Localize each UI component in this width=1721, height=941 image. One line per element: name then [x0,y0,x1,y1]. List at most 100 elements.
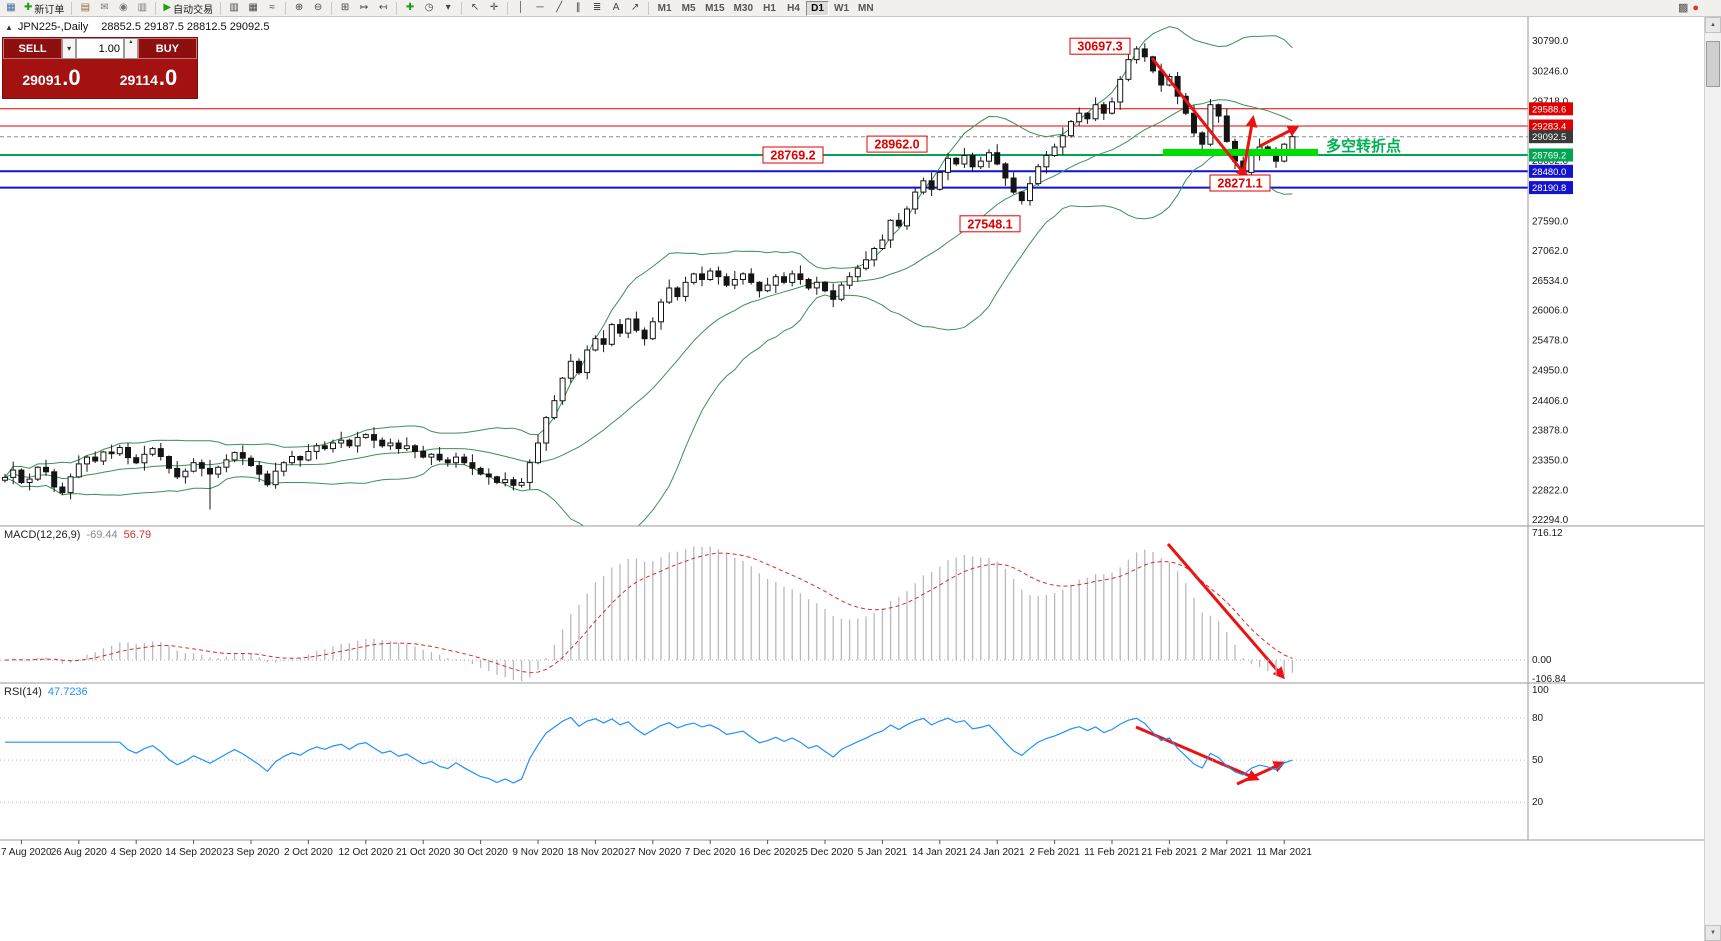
templates-icon[interactable]: ▾ [439,1,457,16]
timeframe-w1[interactable]: W1 [834,2,849,14]
volume-input[interactable] [76,38,124,59]
scroll-thumb[interactable] [1706,41,1720,87]
arrows-icon[interactable]: ↗ [626,1,644,16]
buy-button[interactable]: BUY [137,38,197,59]
new-order-button-label: 新订单 [34,4,65,16]
trend-arrow-0[interactable] [1150,57,1248,179]
candlestick-chart-icon[interactable]: ▦ [244,1,262,16]
templates-icon: ▾ [445,2,451,13]
vertical-scrollbar[interactable]: ▲ ▼ [1704,17,1721,941]
sell-button[interactable]: SELL [3,38,63,59]
volume-dropdown-icon[interactable]: ▾ [62,38,76,59]
indicators-icon: ✚ [405,2,415,13]
timeframe-h1[interactable]: H1 [763,2,776,14]
fibonacci-icon[interactable]: ≣ [588,1,606,16]
svg-text:27062.0: 27062.0 [1532,246,1569,257]
svg-text:30790.0: 30790.0 [1532,36,1569,47]
chart-shift-icon: ↤ [378,2,388,13]
crosshair-icon: ✛ [489,2,499,13]
channel-icon[interactable]: ∥ [569,1,587,16]
zoom-in-icon[interactable]: ⊕ [290,1,308,16]
svg-text:0.00: 0.00 [1532,655,1552,666]
timeframe-mn[interactable]: MN [858,2,874,14]
price-label-28962.0[interactable]: 28962.0 [866,135,928,153]
chart-text-annotation[interactable]: 多空转折点 [1326,137,1401,155]
cursor-icon[interactable]: ↖ [466,1,484,16]
svg-text:2 Mar 2021: 2 Mar 2021 [1202,847,1253,858]
vertical-line-icon[interactable]: │ [512,1,530,16]
volume-stepper[interactable]: ▴ [124,38,138,59]
bollinger-middle-band [4,99,1293,480]
buy-price[interactable]: 29114.0 [119,65,178,90]
volume-up-icon[interactable]: ▴ [129,39,133,45]
horizontal-line-icon: ─ [536,2,544,13]
scroll-up-arrow[interactable]: ▲ [1705,17,1721,33]
svg-text:26 Aug 2020: 26 Aug 2020 [51,847,108,858]
vertical-line-icon: │ [517,2,525,13]
price-label-28769.2[interactable]: 28769.2 [762,146,824,164]
autotrade-icon: ▶ [163,2,172,13]
volume-down-icon[interactable] [125,49,137,59]
macd-indicator-label: MACD(12,26,9) -69.44 56.79 [4,529,152,541]
price-label-30697.3[interactable]: 30697.3 [1069,37,1131,55]
macd-arrow-0[interactable] [1166,543,1285,680]
profiles-icon[interactable]: ▤ [76,1,94,16]
price-tag-28190.8: 28190.8 [1529,181,1573,195]
record-icon[interactable]: ● [1692,2,1699,14]
svg-text:11 Mar 2021: 11 Mar 2021 [1256,847,1312,858]
svg-text:24406.0: 24406.0 [1532,396,1569,407]
price-label-27548.1[interactable]: 27548.1 [959,215,1021,233]
svg-text:25478.0: 25478.0 [1532,336,1569,347]
svg-text:100: 100 [1532,685,1549,696]
trend-arrow-1[interactable] [1240,115,1258,181]
timeframe-h4[interactable]: H4 [787,2,800,14]
sell-price[interactable]: 29091.0 [22,65,81,90]
scroll-down-arrow[interactable]: ▼ [1705,925,1721,941]
autotrade-button[interactable]: ▶ 自动交易 [160,1,216,16]
svg-text:26534.0: 26534.0 [1532,276,1569,287]
horizontal-line-icon[interactable]: ─ [531,1,549,16]
rsi-arrow-0[interactable] [1135,725,1260,781]
chart-window-icon[interactable]: ▦ [2,1,20,16]
chart-shift-icon[interactable]: ↤ [374,1,392,16]
svg-text:22294.0: 22294.0 [1532,515,1569,526]
crosshair-icon[interactable]: ✛ [485,1,503,16]
svg-text:29092.5: 29092.5 [1532,132,1566,143]
terminal-icon[interactable]: ▥ [133,1,151,16]
price-label-28271.1[interactable]: 28271.1 [1209,174,1271,192]
svg-text:21 Feb 2021: 21 Feb 2021 [1141,847,1198,858]
line-chart-icon[interactable]: ≈ [263,1,281,16]
chart-window-title: ▲ JPN225-,Daily 28852.5 29187.5 28812.5 … [5,21,269,33]
trend-arrow-2[interactable] [1259,125,1300,148]
svg-text:29718.0: 29718.0 [1532,97,1569,108]
bar-chart-icon[interactable]: ▥ [225,1,243,16]
tile-windows-icon[interactable]: ⊞ [336,1,354,16]
text-icon: A [612,2,620,13]
mail-icon[interactable]: ✉ [95,1,113,16]
timeframe-m1[interactable]: M1 [657,2,672,14]
timeframe-d1[interactable]: D1 [806,0,829,16]
toolbar-separator [648,1,650,15]
auto-scroll-icon[interactable]: ↦ [355,1,373,16]
new-order-button[interactable]: ✚ 新订单 [21,1,67,16]
svg-text:21 Oct 2020: 21 Oct 2020 [396,847,451,858]
trendline-icon[interactable]: ╱ [550,1,568,16]
community-icon[interactable]: ◉ [114,1,132,16]
periods-icon[interactable]: ◷ [420,1,438,16]
svg-text:-106.84: -106.84 [1532,674,1566,685]
timeframe-m5[interactable]: M5 [681,2,696,14]
text-icon[interactable]: A [607,1,625,16]
svg-text:50: 50 [1532,755,1544,766]
new-order-icon: ✚ [24,2,33,13]
svg-text:27548.1: 27548.1 [967,217,1012,231]
support-highlight-bar[interactable] [1163,148,1318,156]
ohlc-values: 28852.5 29187.5 28812.5 29092.5 [101,21,270,33]
timeframe-m30[interactable]: M30 [733,2,753,14]
indicators-icon[interactable]: ✚ [401,1,419,16]
timeframe-m15[interactable]: M15 [705,2,725,14]
panel-grid-icon[interactable]: ▩ [1677,2,1689,14]
rsi-arrow-1[interactable] [1236,761,1286,786]
zoom-out-icon[interactable]: ⊖ [309,1,327,16]
